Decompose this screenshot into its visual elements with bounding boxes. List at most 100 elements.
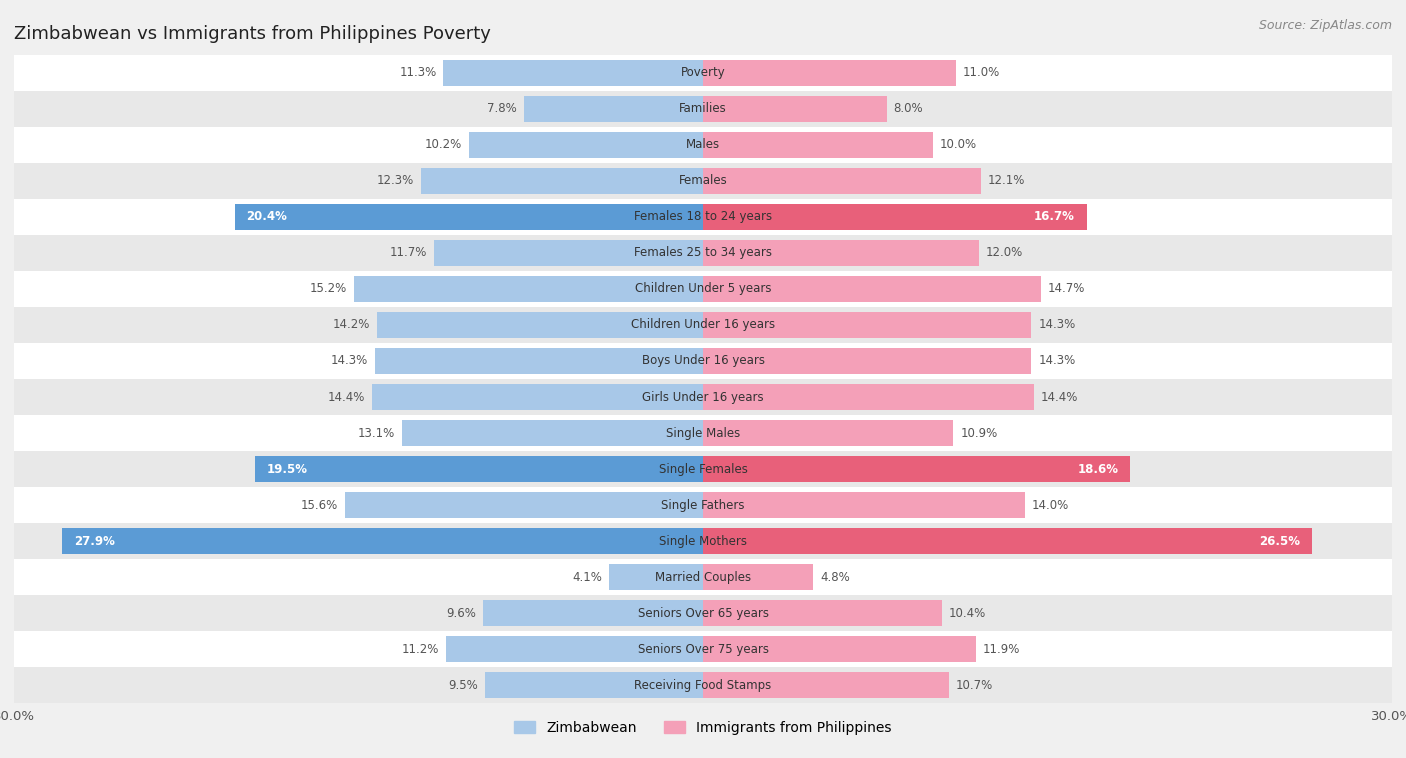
Text: 10.0%: 10.0% [939, 139, 977, 152]
Bar [703, 204, 1087, 230]
Bar [14, 163, 1392, 199]
Text: Married Couples: Married Couples [655, 571, 751, 584]
Text: Girls Under 16 years: Girls Under 16 years [643, 390, 763, 403]
Bar [14, 271, 1392, 307]
Text: 19.5%: 19.5% [267, 462, 308, 475]
Text: 7.8%: 7.8% [488, 102, 517, 115]
Text: Single Fathers: Single Fathers [661, 499, 745, 512]
Bar [609, 564, 703, 590]
Text: Children Under 5 years: Children Under 5 years [634, 283, 772, 296]
Text: Boys Under 16 years: Boys Under 16 years [641, 355, 765, 368]
Bar [14, 595, 1392, 631]
Text: 4.1%: 4.1% [572, 571, 602, 584]
Bar [524, 96, 703, 122]
Bar [703, 528, 1312, 554]
Bar [14, 451, 1392, 487]
Legend: Zimbabwean, Immigrants from Philippines: Zimbabwean, Immigrants from Philippines [509, 716, 897, 741]
Text: Single Mothers: Single Mothers [659, 534, 747, 547]
Text: 4.8%: 4.8% [820, 571, 849, 584]
Bar [703, 420, 953, 446]
Text: 11.9%: 11.9% [983, 643, 1021, 656]
Bar [14, 343, 1392, 379]
Text: 15.6%: 15.6% [301, 499, 337, 512]
Text: 14.3%: 14.3% [330, 355, 368, 368]
Bar [703, 456, 1130, 482]
Text: Families: Families [679, 102, 727, 115]
Bar [344, 492, 703, 518]
Text: Females 25 to 34 years: Females 25 to 34 years [634, 246, 772, 259]
Bar [14, 55, 1392, 91]
Bar [62, 528, 703, 554]
Bar [377, 312, 703, 338]
Bar [235, 204, 703, 230]
Text: 11.2%: 11.2% [402, 643, 439, 656]
Bar [703, 168, 981, 194]
Bar [256, 456, 703, 482]
Bar [14, 199, 1392, 235]
Text: Females 18 to 24 years: Females 18 to 24 years [634, 211, 772, 224]
Text: 15.2%: 15.2% [309, 283, 347, 296]
Bar [354, 276, 703, 302]
Bar [14, 127, 1392, 163]
Text: Children Under 16 years: Children Under 16 years [631, 318, 775, 331]
Text: Single Females: Single Females [658, 462, 748, 475]
Text: 16.7%: 16.7% [1035, 211, 1076, 224]
Text: 27.9%: 27.9% [73, 534, 115, 547]
Text: 11.3%: 11.3% [399, 67, 437, 80]
Bar [703, 564, 813, 590]
Text: Source: ZipAtlas.com: Source: ZipAtlas.com [1258, 19, 1392, 32]
Text: 18.6%: 18.6% [1077, 462, 1119, 475]
Text: 13.1%: 13.1% [359, 427, 395, 440]
Bar [703, 384, 1033, 410]
Text: 14.2%: 14.2% [333, 318, 370, 331]
Text: 9.5%: 9.5% [449, 678, 478, 691]
Bar [482, 600, 703, 626]
Bar [14, 235, 1392, 271]
Bar [420, 168, 703, 194]
Text: 14.0%: 14.0% [1032, 499, 1069, 512]
Bar [443, 60, 703, 86]
Text: 14.3%: 14.3% [1038, 318, 1076, 331]
Bar [703, 60, 956, 86]
Bar [446, 636, 703, 662]
Bar [703, 636, 976, 662]
Text: 14.7%: 14.7% [1047, 283, 1085, 296]
Bar [703, 240, 979, 266]
Text: Seniors Over 65 years: Seniors Over 65 years [637, 606, 769, 619]
Text: Poverty: Poverty [681, 67, 725, 80]
Bar [703, 276, 1040, 302]
Bar [434, 240, 703, 266]
Bar [703, 492, 1025, 518]
Text: 10.9%: 10.9% [960, 427, 997, 440]
Text: 14.4%: 14.4% [1040, 390, 1078, 403]
Bar [14, 559, 1392, 595]
Text: 12.0%: 12.0% [986, 246, 1022, 259]
Text: Single Males: Single Males [666, 427, 740, 440]
Text: 10.7%: 10.7% [956, 678, 993, 691]
Bar [703, 348, 1032, 374]
Text: Zimbabwean vs Immigrants from Philippines Poverty: Zimbabwean vs Immigrants from Philippine… [14, 25, 491, 43]
Bar [14, 307, 1392, 343]
Text: Males: Males [686, 139, 720, 152]
Text: 11.0%: 11.0% [963, 67, 1000, 80]
Text: 14.4%: 14.4% [328, 390, 366, 403]
Bar [703, 132, 932, 158]
Bar [14, 91, 1392, 127]
Bar [14, 523, 1392, 559]
Text: 9.6%: 9.6% [446, 606, 475, 619]
Bar [402, 420, 703, 446]
Bar [14, 487, 1392, 523]
Text: Females: Females [679, 174, 727, 187]
Text: Seniors Over 75 years: Seniors Over 75 years [637, 643, 769, 656]
Text: 12.3%: 12.3% [377, 174, 413, 187]
Text: 12.1%: 12.1% [988, 174, 1025, 187]
Text: 8.0%: 8.0% [894, 102, 924, 115]
Text: 26.5%: 26.5% [1260, 534, 1301, 547]
Bar [703, 600, 942, 626]
Bar [703, 312, 1032, 338]
Bar [14, 379, 1392, 415]
Text: 20.4%: 20.4% [246, 211, 287, 224]
Bar [14, 667, 1392, 703]
Bar [374, 348, 703, 374]
Bar [14, 631, 1392, 667]
